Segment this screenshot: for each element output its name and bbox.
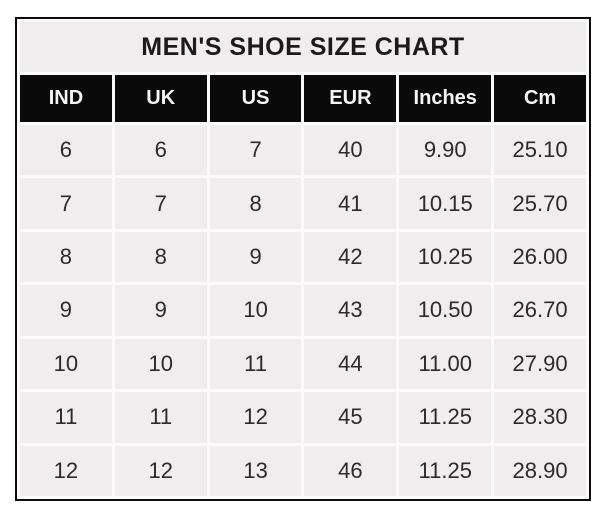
table-cell: 8	[114, 231, 207, 283]
table-cell: 26.00	[494, 231, 586, 283]
table-cell: 28.90	[494, 445, 586, 496]
table-cell: 10	[114, 338, 207, 390]
column-header-inches: Inches	[399, 75, 492, 122]
column-header-cm: Cm	[494, 75, 586, 122]
table-cell: 11	[114, 392, 207, 443]
table-cell: 12	[114, 445, 207, 496]
column-header-us: US	[209, 75, 302, 122]
table-cell: 27.90	[494, 338, 586, 390]
table-row: 6 6 7 40 9.90 25.10	[20, 125, 586, 176]
column-header-ind: IND	[20, 75, 112, 122]
table-row: 9 9 10 43 10.50 26.70	[20, 285, 586, 336]
table-cell: 43	[304, 285, 397, 336]
table-row: 8 8 9 42 10.25 26.00	[20, 231, 586, 283]
table-cell: 46	[304, 445, 397, 496]
chart-title: MEN'S SHOE SIZE CHART	[20, 22, 586, 72]
table-cell: 9	[209, 231, 302, 283]
table-cell: 45	[304, 392, 397, 443]
table-cell: 9	[114, 285, 207, 336]
table-cell: 25.70	[494, 178, 586, 229]
table-cell: 8	[20, 231, 112, 283]
table-cell: 10.25	[399, 231, 492, 283]
header-row: IND UK US EUR Inches Cm	[20, 75, 586, 122]
shoe-size-chart: MEN'S SHOE SIZE CHART IND UK US EUR Inch…	[15, 17, 591, 501]
table-cell: 28.30	[494, 392, 586, 443]
table-row: 7 7 8 41 10.15 25.70	[20, 178, 586, 229]
table-row: 12 12 13 46 11.25 28.90	[20, 445, 586, 496]
table-cell: 10	[20, 338, 112, 390]
table-row: 10 10 11 44 11.00 27.90	[20, 338, 586, 390]
column-header-uk: UK	[114, 75, 207, 122]
table-cell: 11	[20, 392, 112, 443]
table-cell: 42	[304, 231, 397, 283]
table-cell: 9.90	[399, 125, 492, 176]
column-header-eur: EUR	[304, 75, 397, 122]
table-cell: 44	[304, 338, 397, 390]
table-cell: 13	[209, 445, 302, 496]
table-cell: 25.10	[494, 125, 586, 176]
table-cell: 11.25	[399, 392, 492, 443]
table-cell: 10.50	[399, 285, 492, 336]
table-cell: 26.70	[494, 285, 586, 336]
table-cell: 12	[209, 392, 302, 443]
table-cell: 40	[304, 125, 397, 176]
table-cell: 41	[304, 178, 397, 229]
table-cell: 7	[209, 125, 302, 176]
table-cell: 11.25	[399, 445, 492, 496]
size-table: MEN'S SHOE SIZE CHART IND UK US EUR Inch…	[17, 19, 589, 499]
table-cell: 11.00	[399, 338, 492, 390]
table-cell: 6	[114, 125, 207, 176]
table-cell: 6	[20, 125, 112, 176]
table-cell: 9	[20, 285, 112, 336]
table-cell: 8	[209, 178, 302, 229]
table-cell: 10	[209, 285, 302, 336]
table-cell: 11	[209, 338, 302, 390]
title-row: MEN'S SHOE SIZE CHART	[20, 22, 586, 72]
table-cell: 7	[114, 178, 207, 229]
table-row: 11 11 12 45 11.25 28.30	[20, 392, 586, 443]
table-cell: 7	[20, 178, 112, 229]
table-cell: 10.15	[399, 178, 492, 229]
table-cell: 12	[20, 445, 112, 496]
